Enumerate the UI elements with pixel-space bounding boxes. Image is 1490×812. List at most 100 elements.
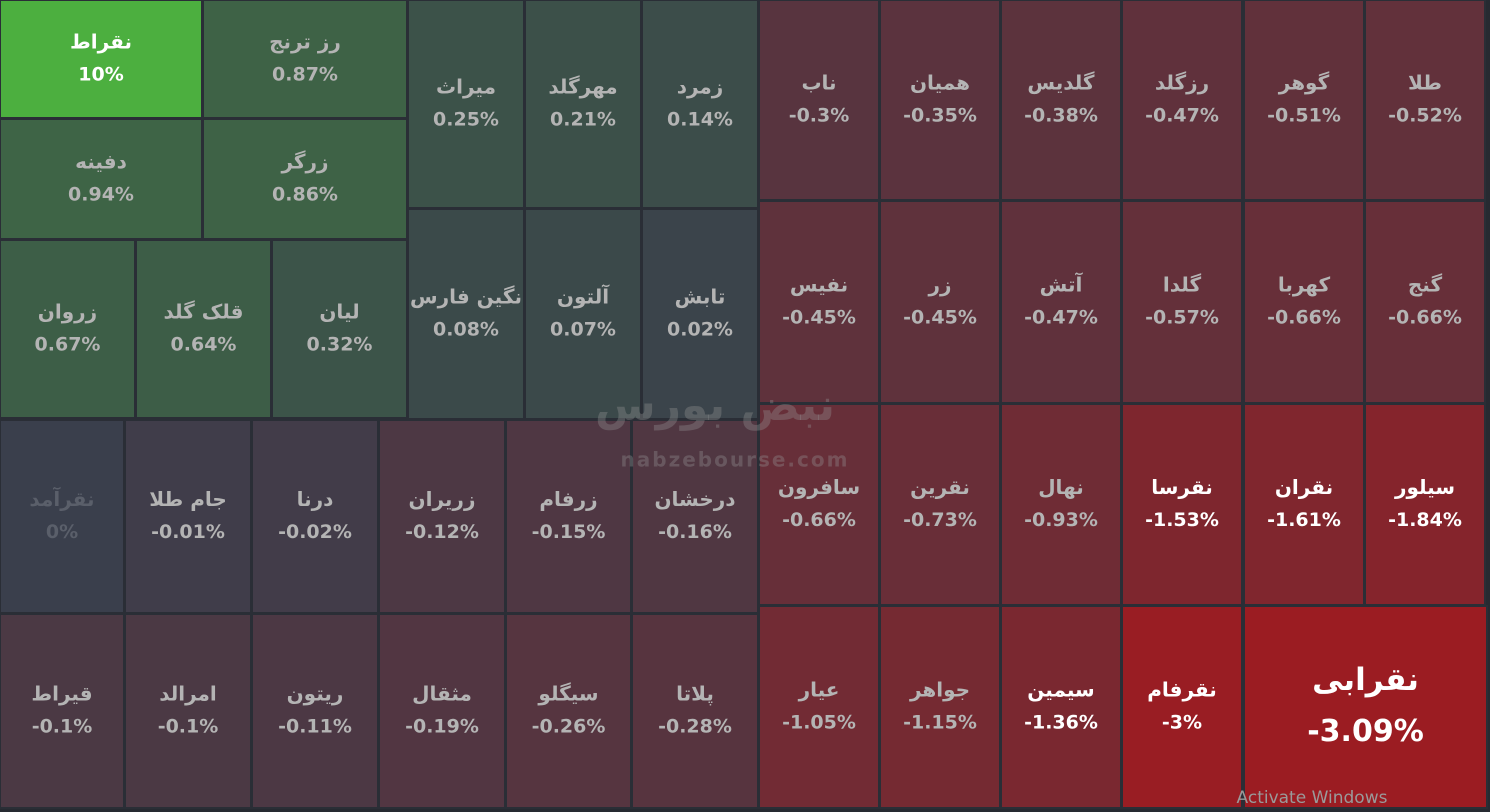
tile-name: جام طلا [149, 487, 227, 511]
tile-value: -0.12% [405, 521, 479, 543]
tile [1000, 403, 1122, 606]
tile-value: -0.45% [782, 307, 856, 329]
tile-value: 0.14% [667, 109, 733, 131]
tile-name: زروان [38, 299, 97, 323]
tile-value: 0.67% [35, 334, 101, 356]
tile [524, 208, 642, 420]
tile-name: مهرگلد [548, 74, 617, 98]
tile [879, 605, 1001, 809]
tile-value: 10% [78, 64, 123, 86]
tile [0, 419, 125, 614]
tile-name: گنج [1408, 272, 1443, 296]
tile-name: امرالد [159, 681, 217, 705]
tile-name: عیار [798, 677, 840, 701]
tile-name: سافرون [778, 475, 860, 499]
tile [251, 613, 379, 809]
tile-name: دفینه [75, 149, 127, 173]
tile-value: -0.02% [278, 521, 352, 543]
tile-name: نگین فارس [410, 284, 522, 308]
tile-name: آلتون [557, 283, 610, 308]
tile-value: -1.84% [1388, 509, 1462, 531]
tile-value: 0.94% [68, 184, 134, 206]
tile-value: 0.87% [272, 64, 338, 86]
tile-value: -1.53% [1145, 509, 1219, 531]
tile-value: -0.93% [1024, 509, 1098, 531]
tile [1000, 0, 1122, 201]
tile-name: رز ترنج [269, 29, 341, 53]
tile-name: سیگلو [537, 681, 598, 705]
tile-name: ناب [801, 70, 836, 94]
tile-name: زریران [409, 487, 476, 511]
tile-value: -0.16% [658, 521, 732, 543]
tile [271, 239, 408, 419]
tile [524, 0, 642, 209]
tile-name: گوهر [1278, 70, 1330, 94]
tile [758, 605, 880, 809]
tile [378, 419, 506, 614]
tile [407, 208, 525, 420]
tile [631, 419, 759, 614]
tile [251, 419, 379, 614]
tile-name: نقرابی [1312, 662, 1419, 698]
tile-name: نقران [1275, 475, 1333, 499]
tile [1364, 403, 1486, 606]
tile-name: سیمین [1027, 677, 1094, 701]
tile-value: -0.38% [1024, 105, 1098, 127]
tile-name: ریتون [287, 681, 344, 705]
tile-name: جواهر [909, 677, 970, 701]
tile-value: -0.1% [158, 716, 219, 738]
tile [1121, 605, 1243, 809]
tile-name: نقرفام [1147, 677, 1217, 701]
tile-value: 0.08% [433, 319, 499, 341]
tile-name: سیلور [1394, 475, 1455, 499]
tile [378, 613, 506, 809]
tile [758, 0, 880, 201]
tile-name: قیراط [31, 681, 92, 705]
tile-value: -0.45% [903, 307, 977, 329]
tile-value: -0.01% [151, 521, 225, 543]
tile-value: -0.47% [1024, 307, 1098, 329]
tile-value: 0.86% [272, 184, 338, 206]
tile [1000, 605, 1122, 809]
tile [505, 613, 632, 809]
tile [1000, 200, 1122, 404]
tile [407, 0, 525, 209]
tile-value: -3.09% [1307, 714, 1424, 749]
tile-name: زر [927, 272, 951, 296]
tile-value: -0.57% [1145, 307, 1219, 329]
tile-value: -0.73% [903, 509, 977, 531]
tile-value: -0.1% [32, 716, 93, 738]
tile-value: -0.66% [1267, 307, 1341, 329]
tile-name: نقرآمد [29, 486, 94, 511]
tile [758, 200, 880, 404]
tile-name: میراث [436, 74, 496, 98]
tile-name: لیان [319, 299, 359, 323]
tile [1243, 200, 1365, 404]
tile [202, 0, 408, 119]
tile-value: -1.36% [1024, 712, 1098, 734]
tile-name: زرفام [539, 487, 597, 511]
tile [505, 419, 632, 614]
tile-name: نهال [1038, 475, 1084, 499]
tile-value: -0.66% [1388, 307, 1462, 329]
tile-name: زرگر [280, 149, 328, 173]
tile [879, 0, 1001, 201]
tile-name: کهربا [1278, 272, 1331, 296]
tile-name: همیان [910, 70, 970, 94]
tile-name: درخشان [654, 487, 735, 511]
tile [0, 613, 125, 809]
tile-name: مثقال [412, 681, 472, 705]
tile-value: -0.28% [658, 716, 732, 738]
tile [1243, 0, 1365, 201]
tile [1243, 403, 1365, 606]
tile-value: -0.26% [532, 716, 606, 738]
tile-value: -1.15% [903, 712, 977, 734]
tile [1121, 403, 1243, 606]
tile-name: آتش [1040, 271, 1084, 296]
tile [124, 419, 252, 614]
tile-name: درنا [297, 487, 334, 511]
tile-name: پلاتا [676, 681, 714, 706]
tile-value: -0.11% [278, 716, 352, 738]
